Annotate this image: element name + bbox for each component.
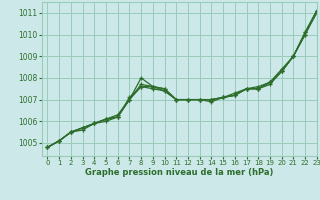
X-axis label: Graphe pression niveau de la mer (hPa): Graphe pression niveau de la mer (hPa) [85,168,273,177]
